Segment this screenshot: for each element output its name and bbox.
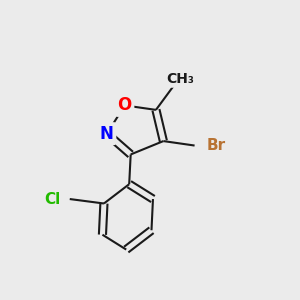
- Text: O: O: [118, 96, 132, 114]
- Text: Br: Br: [206, 138, 226, 153]
- Text: Cl: Cl: [45, 191, 61, 206]
- Text: N: N: [100, 125, 114, 143]
- Text: CH₃: CH₃: [166, 72, 194, 86]
